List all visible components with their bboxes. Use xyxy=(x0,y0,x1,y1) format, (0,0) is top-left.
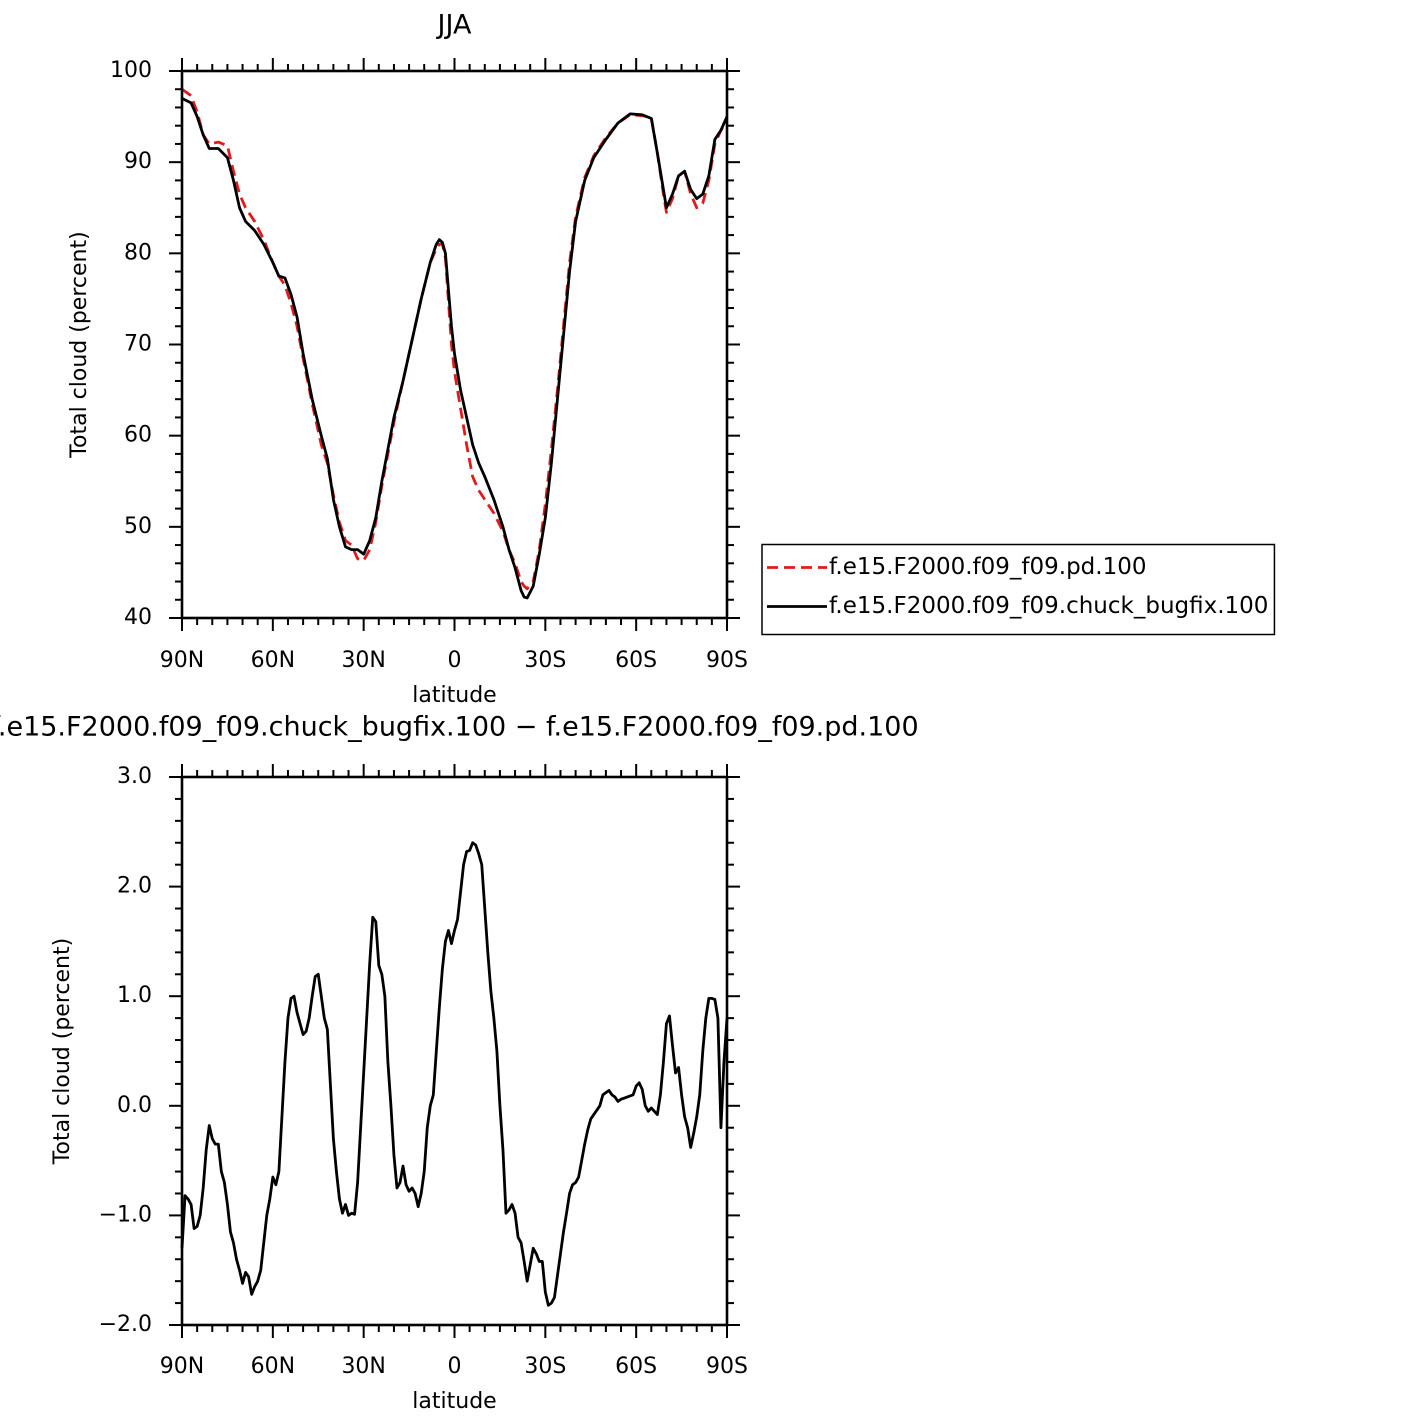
y-tick-label: 100 xyxy=(110,58,152,83)
x-tick-label: 90S xyxy=(706,1354,748,1379)
y-tick-label: 90 xyxy=(124,149,152,174)
y-tick-label: 70 xyxy=(124,332,152,357)
legend-label: f.e15.F2000.f09_f09.chuck_bugfix.100 xyxy=(829,593,1268,619)
x-tick-label: 90N xyxy=(160,648,204,673)
x-tick-label: 0 xyxy=(448,1354,462,1379)
y-tick-label: 60 xyxy=(124,423,152,448)
legend-label: f.e15.F2000.f09_f09.pd.100 xyxy=(829,554,1147,580)
x-tick-label: 60N xyxy=(251,1354,295,1379)
plot-frame xyxy=(180,69,729,620)
legend-box xyxy=(761,543,1276,636)
x-tick-label: 90S xyxy=(706,648,748,673)
y-tick-label: −2.0 xyxy=(99,1312,152,1337)
x-tick-label: 30N xyxy=(341,1354,385,1379)
x-tick-label: 30S xyxy=(524,648,566,673)
y-tick-label: −1.0 xyxy=(99,1202,152,1227)
x-tick-label: 30S xyxy=(524,1354,566,1379)
chart-title: f.e15.F2000.f09_f09.chuck_bugfix.100 − f… xyxy=(0,712,919,743)
y-tick-label: 0.0 xyxy=(117,1093,152,1118)
x-axis-label: latitude xyxy=(412,1389,496,1414)
x-tick-label: 90N xyxy=(160,1354,204,1379)
legend: f.e15.F2000.f09_f09.pd.100 f.e15.F2000.f0… xyxy=(761,543,1276,636)
y-tick-label: 2.0 xyxy=(117,874,152,899)
y-tick-label: 40 xyxy=(124,605,152,630)
chart-title: JJA xyxy=(436,10,472,41)
x-tick-label: 0 xyxy=(448,648,462,673)
y-tick-label: 80 xyxy=(124,240,152,265)
plot-frame xyxy=(180,775,729,1327)
data-line xyxy=(181,88,729,591)
x-tick-label: 30N xyxy=(341,648,385,673)
x-axis-label: latitude xyxy=(412,683,496,708)
data-line xyxy=(180,841,729,1307)
data-line xyxy=(181,97,729,600)
x-tick-label: 60N xyxy=(251,648,295,673)
y-axis-label: Total cloud (percent) xyxy=(50,938,75,1165)
y-tick-label: 3.0 xyxy=(117,764,152,789)
y-tick-label: 50 xyxy=(124,514,152,539)
y-axis-label: Total cloud (percent) xyxy=(67,231,92,458)
x-tick-label: 60S xyxy=(615,648,657,673)
y-tick-label: 1.0 xyxy=(117,983,152,1008)
x-tick-label: 60S xyxy=(615,1354,657,1379)
